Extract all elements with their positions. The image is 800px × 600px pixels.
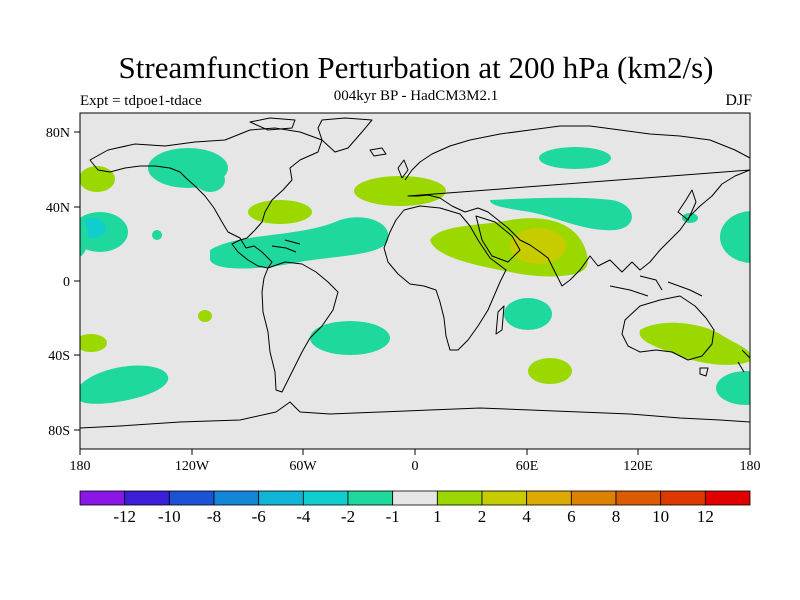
anomaly-indian-ocean-negative bbox=[504, 298, 552, 330]
lon-label-60e: 60E bbox=[516, 459, 539, 474]
colorbar-label: -1 bbox=[386, 507, 400, 526]
lon-label-120e: 120E bbox=[623, 459, 653, 474]
anomaly-northwest-pacific-negative bbox=[720, 211, 750, 263]
colorbar-swatch bbox=[436, 490, 483, 506]
anomaly-dateline-wrap-negative bbox=[80, 217, 88, 257]
axis-ticks bbox=[74, 131, 751, 455]
chart-subtitle: 004kyr BP - HadCM3M2.1 bbox=[333, 88, 499, 104]
anomaly-pacific-small-negative bbox=[152, 230, 162, 240]
coastline-south-america bbox=[261, 261, 339, 393]
colorbar-labels: -12 -10 -8 -6 -4 -2 -1 1 2 4 6 8 10 12 bbox=[113, 507, 714, 526]
coastline-caribbean bbox=[271, 239, 301, 253]
anomaly-tropical-atlantic-negative bbox=[210, 217, 389, 269]
coastline-southeast-asia bbox=[609, 275, 703, 297]
coastline-eurasia bbox=[404, 125, 750, 287]
colorbar-swatch bbox=[526, 490, 572, 506]
lat-label-0: 0 bbox=[63, 275, 70, 290]
coastline-north-america bbox=[89, 127, 323, 269]
colorbar-label: -2 bbox=[341, 507, 355, 526]
chart-title: Streamfunction Perturbation at 200 hPa (… bbox=[118, 50, 714, 85]
colorbar-swatch bbox=[615, 490, 662, 506]
colorbar-swatch bbox=[79, 490, 126, 506]
anomaly-south-pacific-west-positive bbox=[80, 334, 107, 352]
lat-label-40s: 40S bbox=[48, 349, 70, 364]
colorbar-label: 2 bbox=[478, 507, 487, 526]
lon-label-0: 0 bbox=[412, 459, 419, 474]
colorbar-label: 12 bbox=[697, 507, 714, 526]
anomaly-pacific-small-negative-2 bbox=[682, 213, 698, 223]
colorbar-label: 8 bbox=[612, 507, 621, 526]
coastline-greenland bbox=[317, 117, 373, 153]
colorbar-swatch bbox=[168, 490, 215, 506]
lat-label-40n: 40N bbox=[46, 201, 70, 216]
coastlines bbox=[80, 117, 750, 429]
lon-label-60w: 60W bbox=[289, 459, 317, 474]
anomaly-south-atlantic-negative bbox=[310, 321, 390, 355]
anomaly-siberia-negative bbox=[539, 147, 611, 169]
lon-label-180e: 180 bbox=[740, 459, 761, 474]
experiment-label: Expt = tdpoe1-tdace bbox=[80, 93, 202, 109]
lat-label-80s: 80S bbox=[48, 424, 70, 439]
colorbar-swatch bbox=[660, 490, 706, 506]
coastline-japan bbox=[677, 189, 697, 221]
coastline-australia bbox=[621, 295, 715, 361]
lon-label-180w: 180 bbox=[70, 459, 91, 474]
colorbar bbox=[79, 490, 751, 506]
anomaly-southern-ocean-negative bbox=[716, 371, 750, 405]
latitude-labels: 80N 40N 0 40S 80S bbox=[46, 126, 70, 439]
colorbar-swatch bbox=[392, 490, 438, 506]
anomaly-middle-east-core bbox=[510, 228, 566, 264]
colorbar-swatch bbox=[347, 490, 394, 506]
anomaly-north-atlantic-positive bbox=[354, 176, 446, 206]
colorbar-label: -10 bbox=[158, 507, 181, 526]
colorbar-label: 4 bbox=[522, 507, 531, 526]
colorbar-swatch bbox=[258, 490, 304, 506]
colorbar-swatch bbox=[124, 490, 170, 506]
colorbar-swatch bbox=[704, 490, 751, 506]
coastline-africa bbox=[383, 205, 507, 351]
colorbar-swatch bbox=[302, 490, 349, 506]
coastline-antarctica bbox=[80, 401, 750, 429]
coastline-new-zealand bbox=[737, 349, 750, 373]
colorbar-label: -8 bbox=[207, 507, 221, 526]
coastline-arctic-islands bbox=[249, 117, 296, 131]
colorbar-label: -6 bbox=[252, 507, 266, 526]
longitude-labels: 180 120W 60W 0 60E 120E 180 bbox=[70, 459, 761, 474]
anomaly-north-pacific-extension bbox=[195, 168, 225, 192]
anomaly-south-pacific-small-positive bbox=[198, 310, 212, 322]
colorbar-swatch bbox=[570, 490, 617, 506]
coastline-iceland bbox=[369, 147, 387, 157]
anomaly-southeast-pacific-negative bbox=[80, 365, 169, 404]
anomaly-southern-indian-positive bbox=[528, 358, 572, 384]
coastline-tasmania bbox=[699, 367, 709, 377]
colorbar-label: -4 bbox=[296, 507, 311, 526]
colorbar-swatch bbox=[213, 490, 260, 506]
colorbar-label: 10 bbox=[652, 507, 669, 526]
colorbar-swatch bbox=[481, 490, 528, 506]
anomaly-layer bbox=[80, 147, 750, 405]
lon-label-120w: 120W bbox=[175, 459, 210, 474]
anomaly-western-atlantic-positive bbox=[248, 200, 312, 224]
season-label: DJF bbox=[725, 92, 752, 109]
colorbar-label: -12 bbox=[113, 507, 136, 526]
anomaly-central-asia-negative bbox=[490, 197, 632, 231]
coastline-madagascar bbox=[495, 305, 505, 335]
coastline-arabia bbox=[475, 215, 521, 263]
anomaly-alaska-positive bbox=[80, 166, 115, 192]
colorbar-label: 6 bbox=[567, 507, 576, 526]
anomaly-australia-positive bbox=[639, 322, 750, 365]
lat-label-80n: 80N bbox=[46, 126, 70, 141]
colorbar-label: 1 bbox=[433, 507, 442, 526]
coastline-uk bbox=[397, 159, 409, 179]
